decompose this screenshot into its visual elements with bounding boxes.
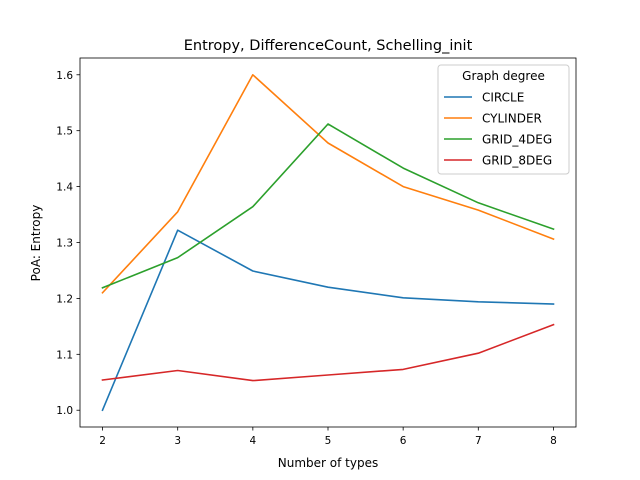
y-tick-label: 1.5 — [56, 126, 73, 138]
x-tick-label: 7 — [475, 435, 482, 447]
y-tick-label: 1.0 — [56, 405, 73, 417]
legend-label: CIRCLE — [482, 91, 524, 105]
series-line-grid-8deg — [101, 323, 555, 382]
legend: Graph degree CIRCLE CYLINDER GRID_4DEG GRID_… — [437, 64, 570, 175]
axes: 2 3 4 5 6 7 8 1.0 1.1 1.2 1.3 1.4 1.5 1.6 — [56, 57, 577, 447]
legend-label: GRID_8DEG — [482, 154, 552, 168]
y-tick-label: 1.2 — [56, 293, 73, 305]
x-tick-label: 5 — [325, 435, 332, 447]
y-axis-label: PoA: Entropy — [29, 205, 43, 282]
y-tick-label: 1.3 — [56, 238, 73, 250]
x-tick-label: 2 — [99, 435, 106, 447]
legend-box — [437, 64, 570, 175]
x-tick-label: 8 — [550, 435, 557, 447]
plot-area — [101, 74, 555, 412]
x-tick-label: 3 — [174, 435, 181, 447]
series-line-circle — [101, 229, 555, 412]
x-tick-label: 4 — [250, 435, 257, 447]
x-tick-label: 6 — [400, 435, 407, 447]
legend-title: Graph degree — [462, 69, 545, 83]
chart-title: Entropy, DifferenceCount, Schelling_init — [184, 38, 473, 54]
y-tick-label: 1.6 — [56, 70, 73, 82]
y-tick-label: 1.4 — [56, 182, 73, 194]
y-tick-label: 1.1 — [56, 349, 73, 361]
series-line-grid-4deg — [101, 123, 555, 289]
series-line-cylinder — [101, 74, 555, 294]
x-axis-label: Number of types — [278, 456, 378, 470]
legend-label: CYLINDER — [482, 112, 542, 126]
legend-label: GRID_4DEG — [482, 133, 552, 147]
